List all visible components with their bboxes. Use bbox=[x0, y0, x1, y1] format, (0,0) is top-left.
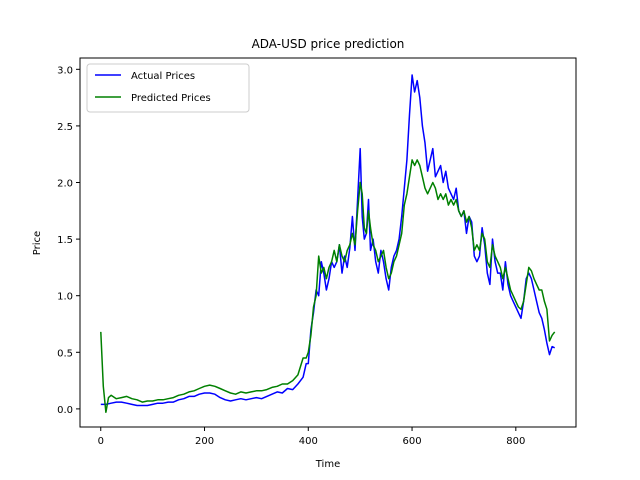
y-tick-label: 1.0 bbox=[57, 292, 73, 303]
y-tick-label: 3.0 bbox=[57, 65, 73, 76]
series-line-predicted-prices bbox=[100, 159, 556, 414]
series-line-actual-prices bbox=[100, 74, 556, 407]
x-tick-label: 400 bbox=[299, 436, 318, 447]
x-tick-label: 200 bbox=[195, 436, 214, 447]
x-tick-label: 0 bbox=[98, 436, 104, 447]
x-axis: 0 200 400 600 800 bbox=[98, 427, 525, 447]
legend-label-predicted: Predicted Prices bbox=[131, 93, 211, 104]
x-tick-label: 600 bbox=[403, 436, 422, 447]
y-tick-label: 0.0 bbox=[57, 405, 73, 416]
legend: Actual Prices Predicted Prices bbox=[86, 63, 250, 113]
plot-lines bbox=[100, 74, 556, 414]
y-tick-label: 2.5 bbox=[57, 122, 73, 133]
y-tick-label: 1.5 bbox=[57, 235, 73, 246]
y-tick-label: 0.5 bbox=[57, 348, 73, 359]
plot-frame bbox=[79, 57, 577, 428]
y-axis: 0.0 0.5 1.0 1.5 2.0 2.5 3.0 bbox=[57, 65, 80, 416]
legend-box bbox=[86, 63, 250, 113]
y-axis-label: Price bbox=[32, 231, 43, 255]
x-axis-label: Time bbox=[315, 459, 340, 470]
chart-title: ADA-USD price prediction bbox=[252, 37, 405, 51]
x-tick-label: 800 bbox=[506, 436, 525, 447]
y-tick-label: 2.0 bbox=[57, 179, 73, 190]
legend-label-actual: Actual Prices bbox=[131, 71, 195, 82]
